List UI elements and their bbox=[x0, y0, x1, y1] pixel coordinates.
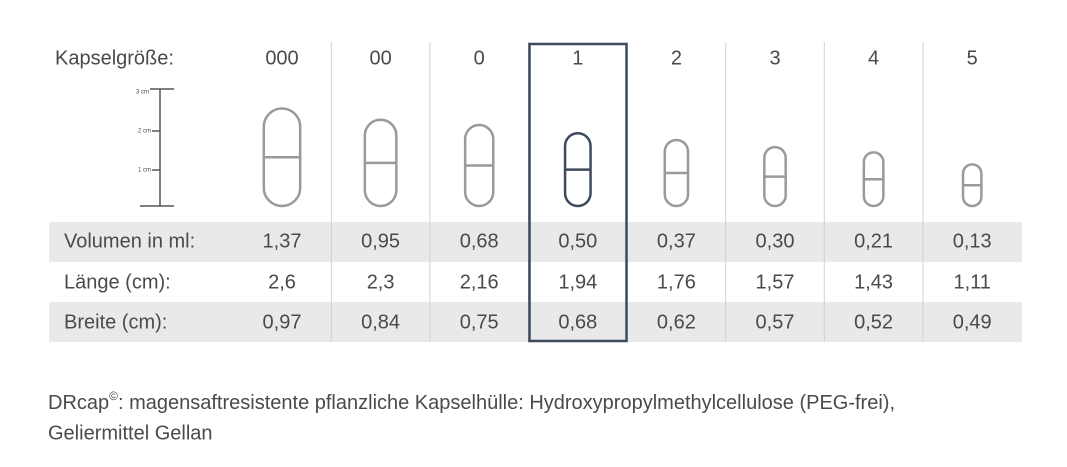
cell: 2,6 bbox=[268, 271, 296, 293]
cell: 0,37 bbox=[657, 230, 696, 252]
cell: 0,75 bbox=[460, 311, 499, 333]
size-label: 2 bbox=[671, 47, 682, 69]
cell: 1,57 bbox=[756, 271, 795, 293]
scale-label: 2 cm bbox=[138, 129, 151, 135]
header-label: Kapselgröße: bbox=[55, 47, 174, 69]
footer-body: : magensaftresistente pflanzliche Kapsel… bbox=[118, 392, 895, 414]
cell: 0,84 bbox=[361, 311, 400, 333]
cell: 2,16 bbox=[460, 271, 499, 293]
scale-label: 3 cm bbox=[136, 90, 149, 96]
cell: 1,43 bbox=[854, 271, 893, 293]
cell: 0,97 bbox=[263, 311, 302, 333]
cell: 0,50 bbox=[558, 230, 597, 252]
cell: 2,3 bbox=[367, 271, 395, 293]
cell: 0,57 bbox=[756, 311, 795, 333]
footer-brand: DRcap bbox=[48, 392, 109, 414]
cell: 0,52 bbox=[854, 311, 893, 333]
capsule bbox=[463, 123, 495, 208]
cell: 1,11 bbox=[953, 271, 990, 293]
row-label: Länge (cm): bbox=[64, 271, 171, 293]
scale-ruler bbox=[140, 88, 174, 207]
cell: 0,62 bbox=[657, 311, 696, 333]
size-label: 1 bbox=[572, 47, 583, 69]
size-label: 3 bbox=[769, 47, 780, 69]
cell: 0,68 bbox=[558, 311, 597, 333]
size-label: 0 bbox=[474, 47, 485, 69]
cell: 1,76 bbox=[657, 271, 696, 293]
cell: 0,49 bbox=[953, 311, 992, 333]
row-label: Volumen in ml: bbox=[64, 230, 195, 252]
footer-mark: © bbox=[109, 389, 118, 403]
capsule bbox=[961, 163, 983, 208]
footer-line: Geliermittel Gellan bbox=[48, 422, 213, 444]
cell: 0,13 bbox=[953, 230, 992, 252]
capsule bbox=[862, 151, 885, 208]
cell: 0,68 bbox=[460, 230, 499, 252]
capsule bbox=[663, 138, 690, 208]
cell: 1,94 bbox=[558, 271, 597, 293]
cell: 0,30 bbox=[756, 230, 795, 252]
cell: 0,95 bbox=[361, 230, 400, 252]
capsule bbox=[262, 107, 302, 208]
row-band bbox=[49, 302, 1022, 342]
cell: 0,21 bbox=[854, 230, 893, 252]
cell: 1,37 bbox=[263, 230, 302, 252]
size-label: 00 bbox=[369, 47, 391, 69]
size-label: 000 bbox=[265, 47, 298, 69]
capsule bbox=[363, 118, 398, 208]
capsule bbox=[563, 132, 592, 208]
highlight-box bbox=[528, 42, 628, 343]
footer-text: DRcap©: magensaftresistente pflanzliche … bbox=[48, 389, 895, 414]
row-band bbox=[49, 222, 1022, 262]
capsule bbox=[763, 145, 787, 208]
scale-label: 1 cm bbox=[138, 168, 151, 174]
size-label: 4 bbox=[868, 47, 879, 69]
row-label: Breite (cm): bbox=[64, 311, 167, 333]
size-label: 5 bbox=[967, 47, 978, 69]
